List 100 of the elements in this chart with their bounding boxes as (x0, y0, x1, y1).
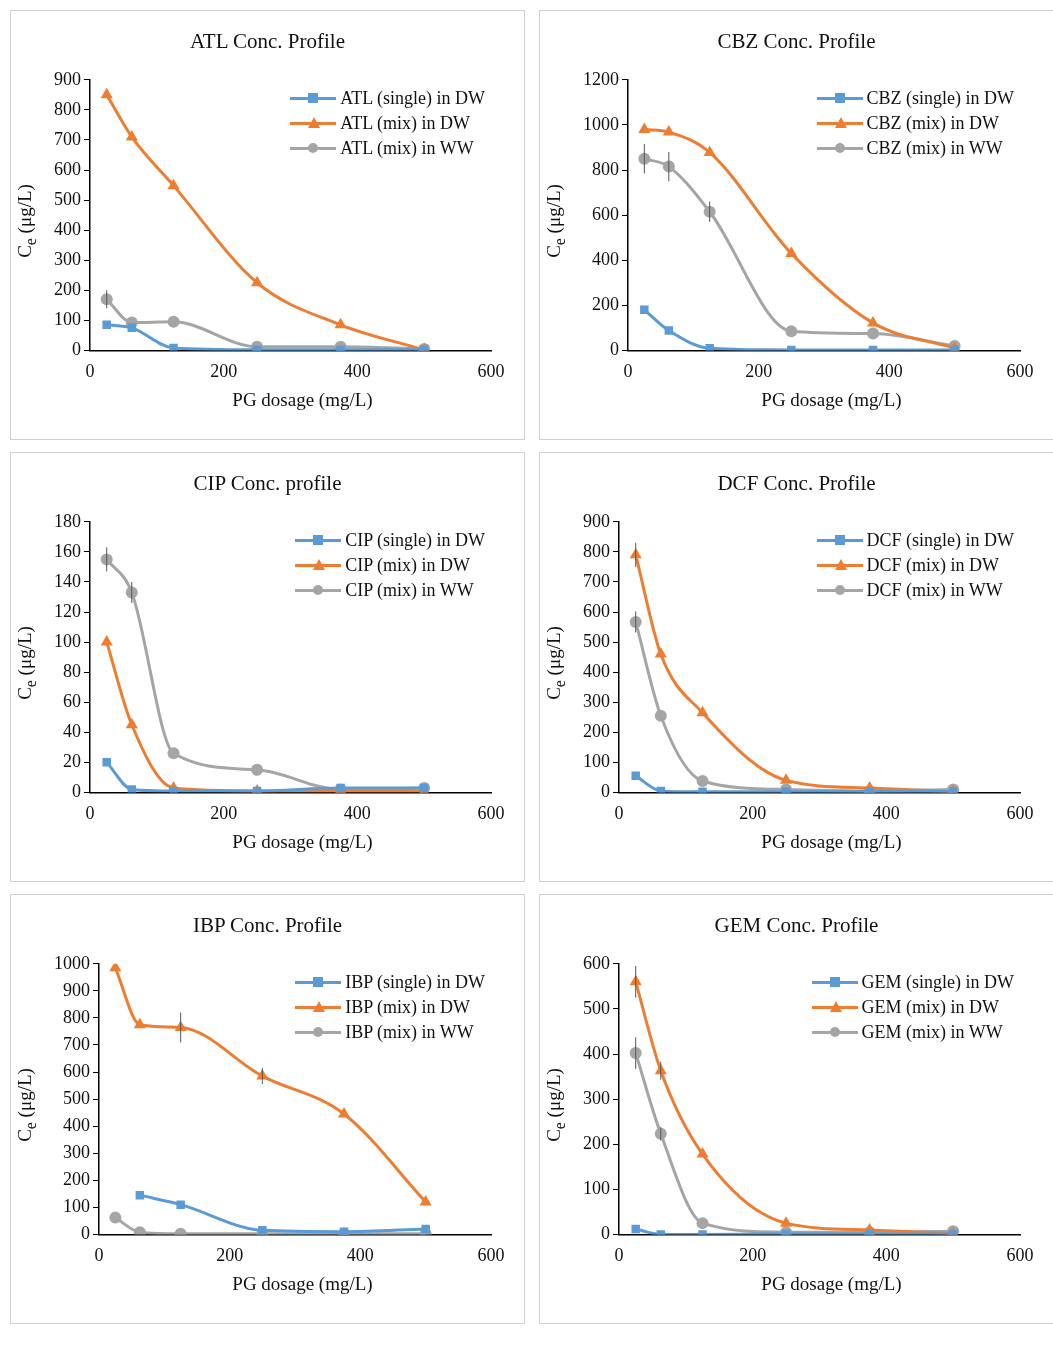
point (662, 125, 675, 136)
x-axis-title: PG dosage (mg/L) (231, 389, 374, 411)
y-tick-label: 500 (583, 630, 610, 651)
y-tick-label: 800 (54, 98, 81, 119)
y-tick-label: 700 (583, 570, 610, 591)
y-tick-label: 1000 (54, 952, 90, 973)
y-tick-label: 100 (583, 751, 610, 772)
point (100, 635, 113, 646)
y-tick-label: 120 (54, 600, 81, 621)
legend-label: CIP (mix) in DW (345, 554, 470, 576)
x-tick-label: 600 (1006, 360, 1034, 381)
y-tick-label: 100 (583, 1178, 610, 1199)
y-tick-label: 200 (592, 294, 619, 315)
point (664, 326, 674, 335)
legend-label: CIP (mix) in WW (345, 579, 474, 601)
x-axis-title: PG dosage (mg/L) (760, 831, 903, 853)
point (696, 774, 709, 787)
legend-label: ATL (mix) in WW (340, 137, 474, 159)
y-tick-label: 400 (63, 1114, 90, 1135)
x-axis-title: PG dosage (mg/L) (760, 389, 903, 411)
y-tick-label: 0 (601, 1223, 610, 1244)
x-axis-title: PG dosage (mg/L) (231, 831, 374, 853)
legend-label: IBP (mix) in DW (345, 996, 470, 1018)
x-axis-title: PG dosage (mg/L) (231, 1273, 374, 1295)
point (133, 1017, 146, 1029)
point (125, 129, 138, 141)
y-tick-label: 0 (610, 339, 619, 360)
y-tick-label: 600 (63, 1060, 90, 1081)
point (167, 178, 180, 190)
legend-label: IBP (single) in DW (345, 971, 485, 993)
chart-title: GEM Conc. Profile (713, 913, 880, 938)
legend-label: GEM (mix) in DW (861, 996, 999, 1018)
y-tick-label: 20 (63, 751, 81, 772)
x-tick-label: 600 (1006, 1244, 1034, 1265)
x-tick-label: 200 (210, 360, 238, 381)
y-tick-label: 300 (583, 690, 610, 711)
x-tick-label: 400 (346, 1244, 374, 1265)
y-tick-label: 400 (583, 660, 610, 681)
y-tick-label: 900 (583, 510, 610, 531)
y-tick-label: 100 (54, 630, 81, 651)
y-tick-label: 180 (54, 510, 81, 531)
x-tick-label: 400 (872, 802, 900, 823)
point (167, 315, 180, 328)
point (125, 717, 138, 729)
x-tick-label: 200 (739, 1244, 767, 1265)
y-tick-label: 0 (81, 1223, 90, 1244)
y-tick-label: 200 (63, 1169, 90, 1190)
point (251, 763, 264, 776)
y-tick-label: 600 (54, 158, 81, 179)
legend-label: CBZ (single) in DW (866, 87, 1014, 109)
legend-label: ATL (mix) in DW (340, 112, 470, 134)
y-tick-label: 600 (583, 952, 610, 973)
y-tick-label: 200 (583, 1132, 610, 1153)
chart-title: ATL Conc. Profile (189, 29, 346, 54)
y-tick-label: 160 (54, 540, 81, 561)
y-tick-label: 600 (592, 203, 619, 224)
point (866, 315, 880, 327)
point (780, 1216, 793, 1227)
legend-label: GEM (single) in DW (861, 971, 1014, 993)
legend-label: GEM (mix) in WW (861, 1021, 1003, 1043)
legend-label: DCF (single) in DW (866, 529, 1014, 551)
x-tick-label: 600 (477, 1244, 505, 1265)
x-tick-label: 0 (94, 1244, 104, 1265)
point (251, 275, 264, 287)
y-tick-label: 60 (63, 690, 81, 711)
x-tick-label: 200 (739, 802, 767, 823)
x-tick-label: 400 (343, 360, 371, 381)
x-axis-title: PG dosage (mg/L) (760, 1273, 903, 1295)
x-tick-label: 0 (623, 360, 633, 381)
y-tick-label: 400 (54, 218, 81, 239)
y-tick-label: 800 (63, 1006, 90, 1027)
legend-label: IBP (mix) in WW (345, 1021, 474, 1043)
x-tick-label: 600 (1006, 802, 1034, 823)
y-tick-label: 0 (601, 781, 610, 802)
y-tick-label: 200 (54, 279, 81, 299)
point (334, 317, 347, 329)
y-tick-label: 900 (54, 68, 81, 89)
y-tick-label: 500 (54, 188, 81, 209)
legend-label: CBZ (mix) in WW (866, 137, 1003, 159)
point (100, 87, 113, 99)
legend-label: CBZ (mix) in DW (866, 112, 1000, 134)
y-tick-label: 500 (63, 1087, 90, 1108)
x-tick-label: 400 (875, 360, 903, 381)
point (631, 771, 640, 781)
y-tick-label: 900 (63, 979, 90, 1000)
legend-label: ATL (single) in DW (340, 87, 485, 109)
y-tick-label: 300 (54, 248, 81, 269)
point (696, 1147, 709, 1158)
y-tick-label: 0 (72, 339, 81, 360)
x-tick-label: 600 (477, 360, 505, 381)
point (696, 705, 709, 717)
y-tick-label: 1200 (583, 68, 619, 89)
y-tick-label: 40 (63, 721, 81, 741)
point (705, 343, 714, 351)
y-tick-label: 700 (63, 1033, 90, 1054)
y-tick-label: 1000 (583, 113, 619, 134)
point (102, 758, 111, 767)
x-tick-label: 400 (343, 802, 371, 823)
y-tick-label: 100 (63, 1196, 90, 1217)
x-tick-label: 600 (477, 802, 505, 823)
